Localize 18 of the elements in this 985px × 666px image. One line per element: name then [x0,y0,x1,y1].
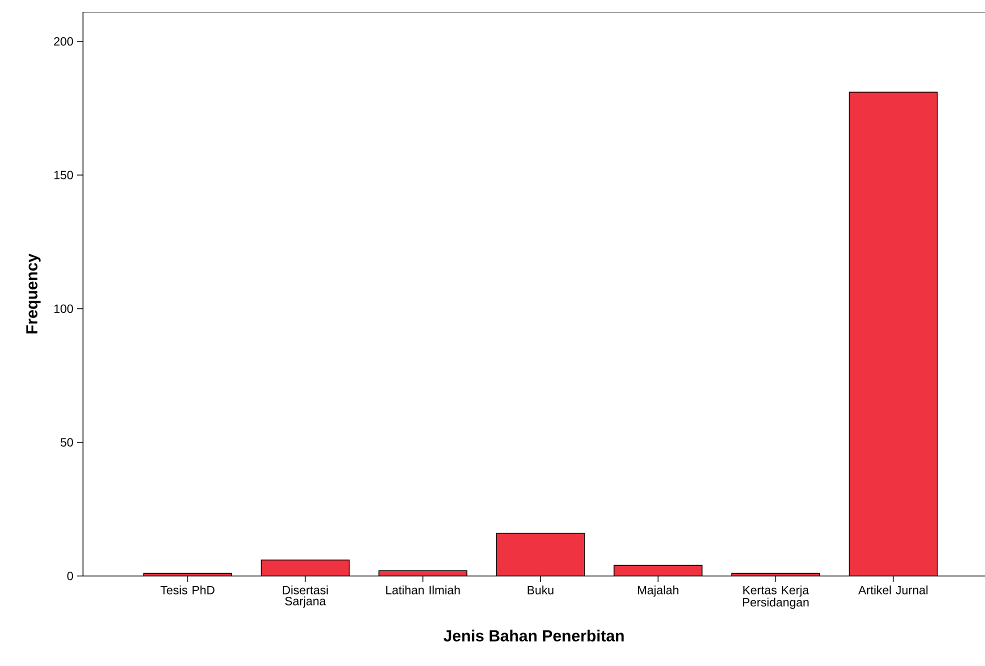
y-tick-label: 50 [60,438,74,447]
y-axis-title: Frequency [26,254,41,334]
y-tick-label: 150 [54,170,74,180]
x-tick-label: Artikel Jurnal [858,586,928,594]
x-tick-label: Disertasi Sarjana [282,586,328,608]
x-tick-label: Majalah [638,586,678,597]
y-tick-label: 100 [54,304,74,313]
x-tick-label: Tesis PhD [160,586,214,594]
bar [614,565,702,576]
bar [848,92,938,576]
x-tick-label: Buku [528,586,554,594]
x-axis-title: Jenis Bahan Penerbitan [444,630,624,642]
x-tick-label: Latihan Ilmiah [386,586,460,594]
y-tick-label: 200 [54,37,74,46]
bar [261,560,350,576]
bar [496,533,584,576]
x-tick-label: Kertas Kerja Persidangan [742,586,810,609]
y-tick-label: 0 [67,572,74,580]
